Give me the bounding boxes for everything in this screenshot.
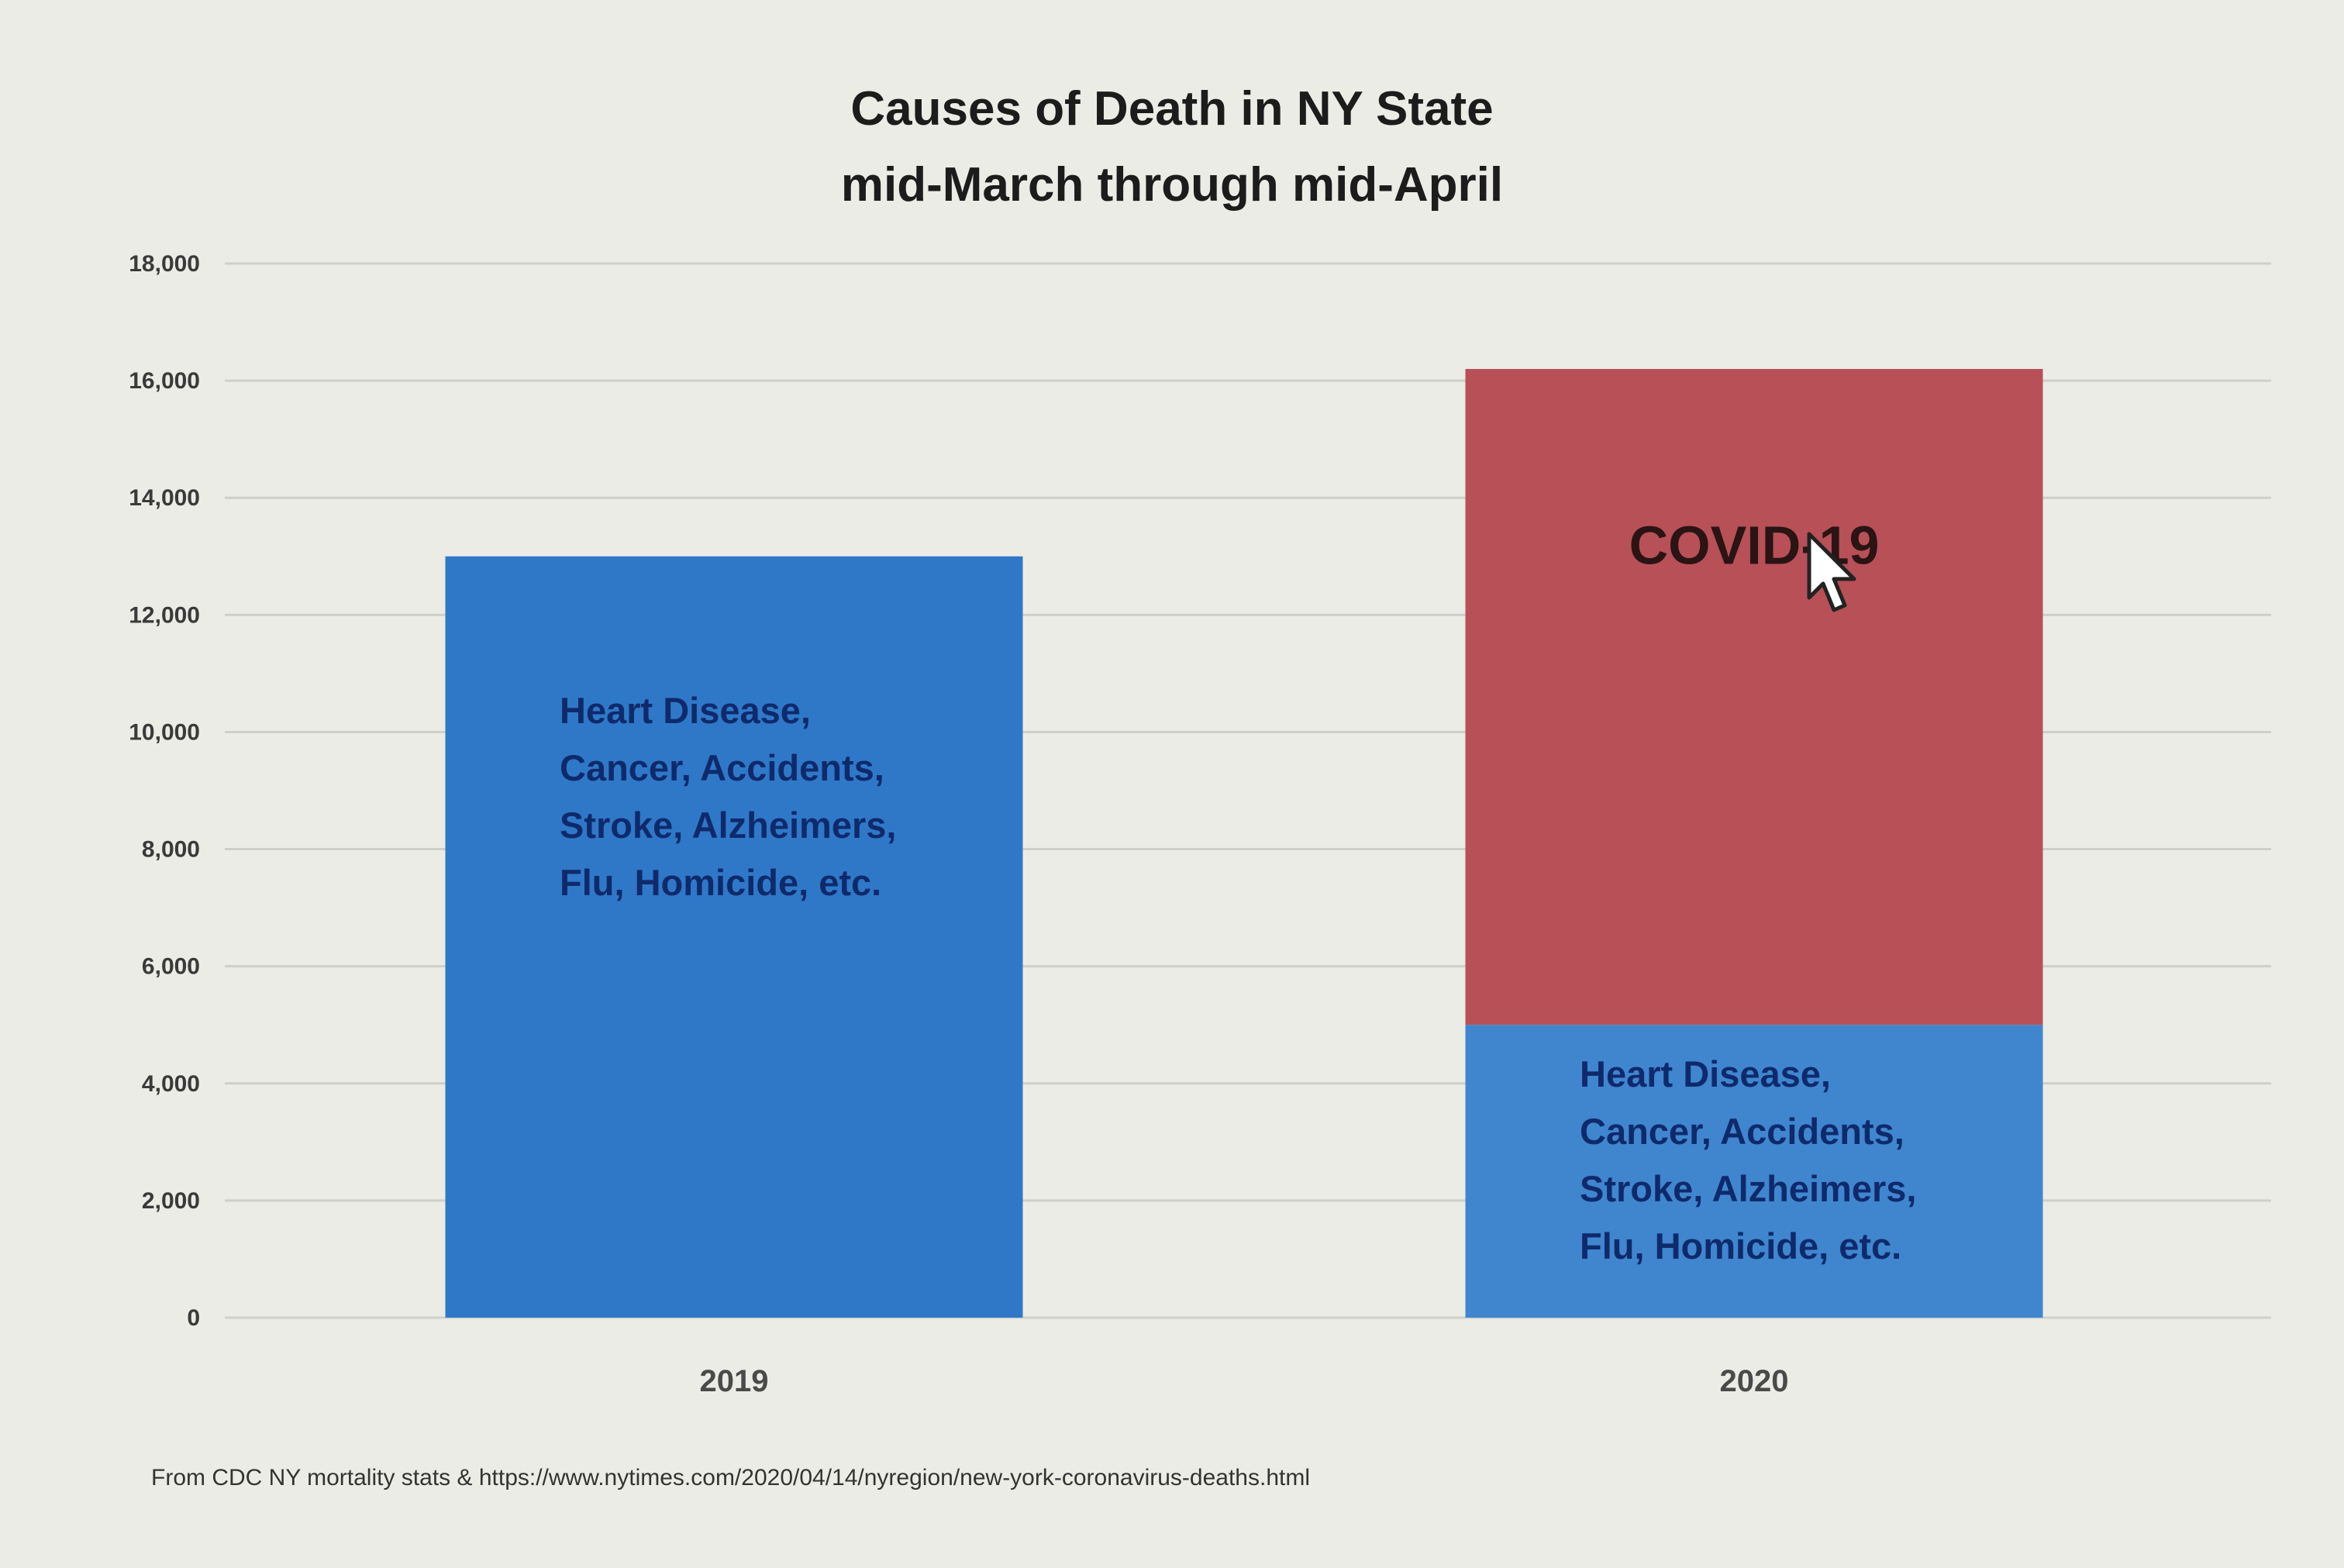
y-tick-label: 10,000	[129, 719, 200, 745]
other-causes-data-label: Heart Disease,	[560, 690, 811, 731]
chart-subtitle: mid-March through mid-April	[840, 158, 1504, 212]
bar-segment-covid-2020	[1465, 369, 2043, 1025]
chart-title: Causes of Death in NY State mid-March th…	[0, 71, 2344, 223]
y-tick-label: 8,000	[142, 837, 200, 863]
y-tick-label: 16,000	[129, 368, 200, 394]
other-causes-data-label: Stroke, Alzheimers,	[560, 805, 896, 846]
other-causes-data-label: Flu, Homicide, etc.	[560, 862, 881, 903]
y-tick-label: 12,000	[129, 602, 200, 628]
y-tick-label: 14,000	[129, 485, 200, 511]
y-tick-label: 6,000	[142, 954, 200, 980]
other-causes-data-label: Cancer, Accidents,	[560, 747, 884, 788]
y-tick-label: 4,000	[142, 1071, 200, 1097]
y-tick-label: 2,000	[142, 1188, 200, 1214]
bar-segment-other-causes-2020	[1465, 1025, 2043, 1318]
other-causes-data-label: Heart Disease,	[1580, 1053, 1831, 1094]
pointer-arrow-icon	[1807, 532, 1856, 612]
chart-title-line1: Causes of Death in NY State	[850, 82, 1494, 136]
y-tick-label: 18,000	[129, 251, 200, 277]
x-tick-label: 2020	[1720, 1364, 1789, 1398]
bar-segment-other-causes-2019	[445, 556, 1023, 1318]
y-tick-label: 0	[187, 1305, 200, 1331]
x-tick-label: 2019	[700, 1364, 769, 1398]
other-causes-data-label: Cancer, Accidents,	[1580, 1111, 1904, 1152]
other-causes-data-label: Stroke, Alzheimers,	[1580, 1168, 1916, 1209]
source-note: From CDC NY mortality stats & https://ww…	[151, 1465, 1310, 1490]
other-causes-data-label: Flu, Homicide, etc.	[1580, 1225, 1901, 1266]
